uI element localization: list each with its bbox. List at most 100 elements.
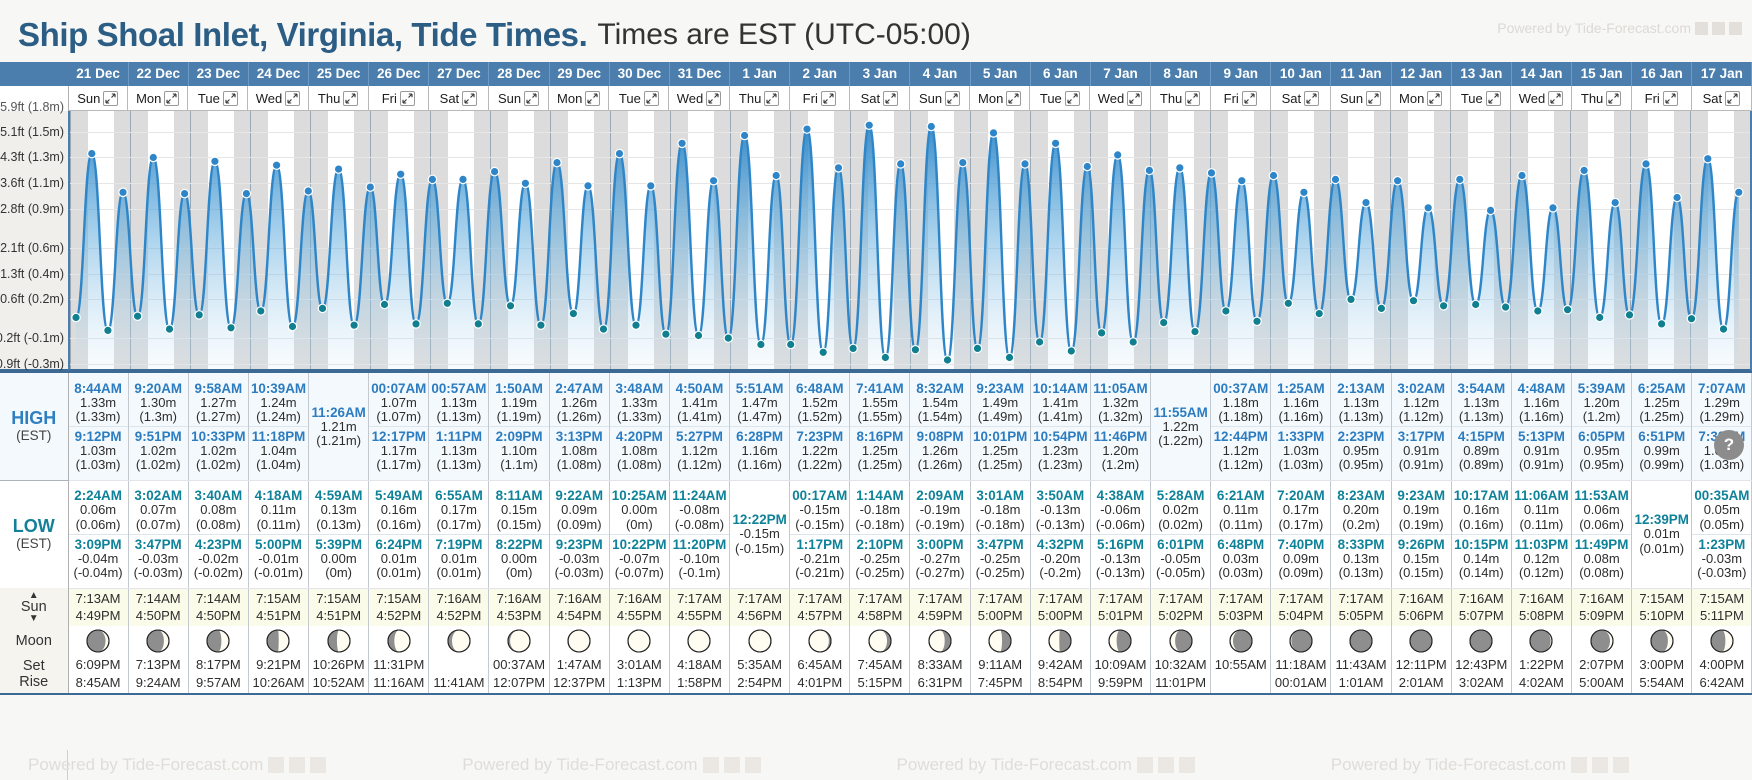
date-header-19[interactable]: 9 Jan — [1210, 62, 1272, 86]
high-tide-point-71[interactable] — [1175, 162, 1185, 173]
low-tide-point-70[interactable] — [1158, 317, 1169, 328]
high-tide-point-51[interactable] — [864, 120, 874, 130]
date-header-6[interactable]: 27 Dec — [428, 62, 490, 86]
date-header-21[interactable]: 11 Jan — [1330, 62, 1392, 86]
high-tide-point-31[interactable] — [552, 157, 562, 168]
expand-icon[interactable] — [1241, 90, 1257, 106]
high-tide-point-61[interactable] — [1020, 159, 1030, 169]
high-tide-point-89[interactable] — [1455, 174, 1465, 185]
high-tide-point-73[interactable] — [1206, 168, 1217, 178]
high-tide-point-33[interactable] — [583, 181, 593, 191]
high-tide-point-53[interactable] — [895, 159, 906, 169]
date-header-2[interactable]: 23 Dec — [188, 62, 249, 86]
date-header-9[interactable]: 30 Dec — [609, 62, 670, 86]
low-tide-point-80[interactable] — [1314, 308, 1324, 319]
low-tide-point-66[interactable] — [1096, 328, 1107, 338]
high-tide-point-19[interactable] — [365, 182, 376, 192]
expand-icon[interactable] — [585, 90, 601, 106]
expand-icon[interactable] — [1427, 90, 1443, 106]
date-header-3[interactable]: 24 Dec — [248, 62, 310, 86]
high-tide-point-107[interactable] — [1734, 187, 1744, 198]
expand-icon[interactable] — [1006, 90, 1022, 106]
expand-icon[interactable] — [164, 90, 180, 106]
high-tide-point-75[interactable] — [1237, 175, 1247, 186]
high-tide-point-39[interactable] — [677, 138, 687, 149]
low-tide-point-24[interactable] — [442, 298, 453, 309]
low-tide-point-104[interactable] — [1686, 313, 1697, 324]
low-tide-point-16[interactable] — [317, 303, 328, 314]
low-tide-point-40[interactable] — [693, 330, 704, 341]
high-tide-point-41[interactable] — [708, 175, 719, 186]
low-tide-point-56[interactable] — [942, 355, 953, 365]
low-tide-point-102[interactable] — [1656, 319, 1667, 329]
date-header-24[interactable]: 14 Jan — [1511, 62, 1573, 86]
date-header-22[interactable]: 12 Jan — [1391, 62, 1452, 86]
low-tide-point-0[interactable] — [71, 312, 81, 323]
low-tide-point-44[interactable] — [756, 339, 766, 350]
expand-icon[interactable] — [1662, 90, 1678, 106]
low-tide-point-4[interactable] — [132, 311, 143, 321]
date-header-23[interactable]: 13 Jan — [1451, 62, 1512, 86]
high-tide-point-29[interactable] — [520, 178, 531, 189]
date-header-27[interactable]: 17 Jan — [1691, 62, 1752, 86]
high-tide-point-15[interactable] — [303, 186, 314, 196]
high-tide-point-47[interactable] — [802, 124, 812, 134]
expand-icon[interactable] — [222, 90, 238, 106]
expand-icon[interactable] — [1366, 90, 1382, 106]
high-tide-point-65[interactable] — [1082, 161, 1093, 172]
expand-icon[interactable] — [399, 90, 415, 106]
expand-icon[interactable] — [103, 90, 119, 106]
low-tide-point-12[interactable] — [256, 306, 266, 316]
expand-icon[interactable] — [1548, 90, 1564, 106]
low-tide-point-10[interactable] — [226, 323, 236, 333]
expand-icon[interactable] — [706, 90, 722, 106]
expand-icon[interactable] — [524, 90, 540, 106]
low-tide-point-54[interactable] — [910, 344, 921, 355]
low-tide-point-68[interactable] — [1128, 337, 1138, 347]
expand-icon[interactable] — [462, 90, 478, 106]
low-tide-point-46[interactable] — [785, 339, 796, 350]
high-tide-point-103[interactable] — [1672, 192, 1682, 203]
low-tide-point-100[interactable] — [1624, 310, 1635, 320]
high-tide-point-35[interactable] — [614, 148, 625, 159]
date-header-0[interactable]: 21 Dec — [68, 62, 129, 86]
expand-icon[interactable] — [643, 90, 659, 106]
expand-icon[interactable] — [1725, 90, 1741, 106]
date-header-1[interactable]: 22 Dec — [128, 62, 189, 86]
low-tide-point-6[interactable] — [164, 324, 175, 334]
high-tide-point-63[interactable] — [1050, 138, 1061, 149]
high-tide-point-49[interactable] — [833, 162, 844, 173]
low-tide-point-18[interactable] — [349, 320, 359, 330]
high-tide-point-27[interactable] — [489, 166, 500, 177]
low-tide-point-30[interactable] — [536, 320, 546, 330]
date-header-20[interactable]: 10 Jan — [1270, 62, 1332, 86]
high-tide-point-67[interactable] — [1112, 150, 1123, 160]
high-tide-point-87[interactable] — [1423, 203, 1433, 213]
expand-icon[interactable] — [820, 90, 836, 106]
high-tide-point-11[interactable] — [241, 188, 252, 199]
expand-icon[interactable] — [1606, 90, 1622, 106]
expand-icon[interactable] — [883, 90, 899, 106]
low-tide-point-34[interactable] — [598, 324, 609, 334]
high-tide-point-5[interactable] — [148, 152, 159, 163]
high-tide-point-13[interactable] — [271, 160, 282, 170]
high-tide-point-43[interactable] — [739, 130, 750, 141]
low-tide-point-96[interactable] — [1562, 304, 1573, 315]
high-tide-point-21[interactable] — [395, 169, 406, 179]
high-tide-point-81[interactable] — [1330, 174, 1341, 185]
high-tide-point-55[interactable] — [926, 121, 937, 132]
low-tide-point-26[interactable] — [473, 319, 484, 329]
low-tide-point-92[interactable] — [1500, 302, 1511, 312]
high-tide-point-25[interactable] — [458, 174, 468, 185]
high-tide-point-101[interactable] — [1641, 159, 1651, 169]
low-tide-point-86[interactable] — [1408, 295, 1419, 306]
high-tide-point-45[interactable] — [771, 170, 781, 181]
low-tide-point-52[interactable] — [880, 352, 891, 363]
high-tide-point-1[interactable] — [86, 148, 97, 159]
high-tide-point-85[interactable] — [1392, 175, 1403, 186]
low-tide-point-22[interactable] — [411, 319, 421, 329]
low-tide-point-50[interactable] — [848, 343, 858, 354]
low-tide-point-42[interactable] — [723, 333, 734, 343]
date-header-8[interactable]: 29 Dec — [549, 62, 610, 86]
low-tide-point-84[interactable] — [1376, 303, 1387, 314]
